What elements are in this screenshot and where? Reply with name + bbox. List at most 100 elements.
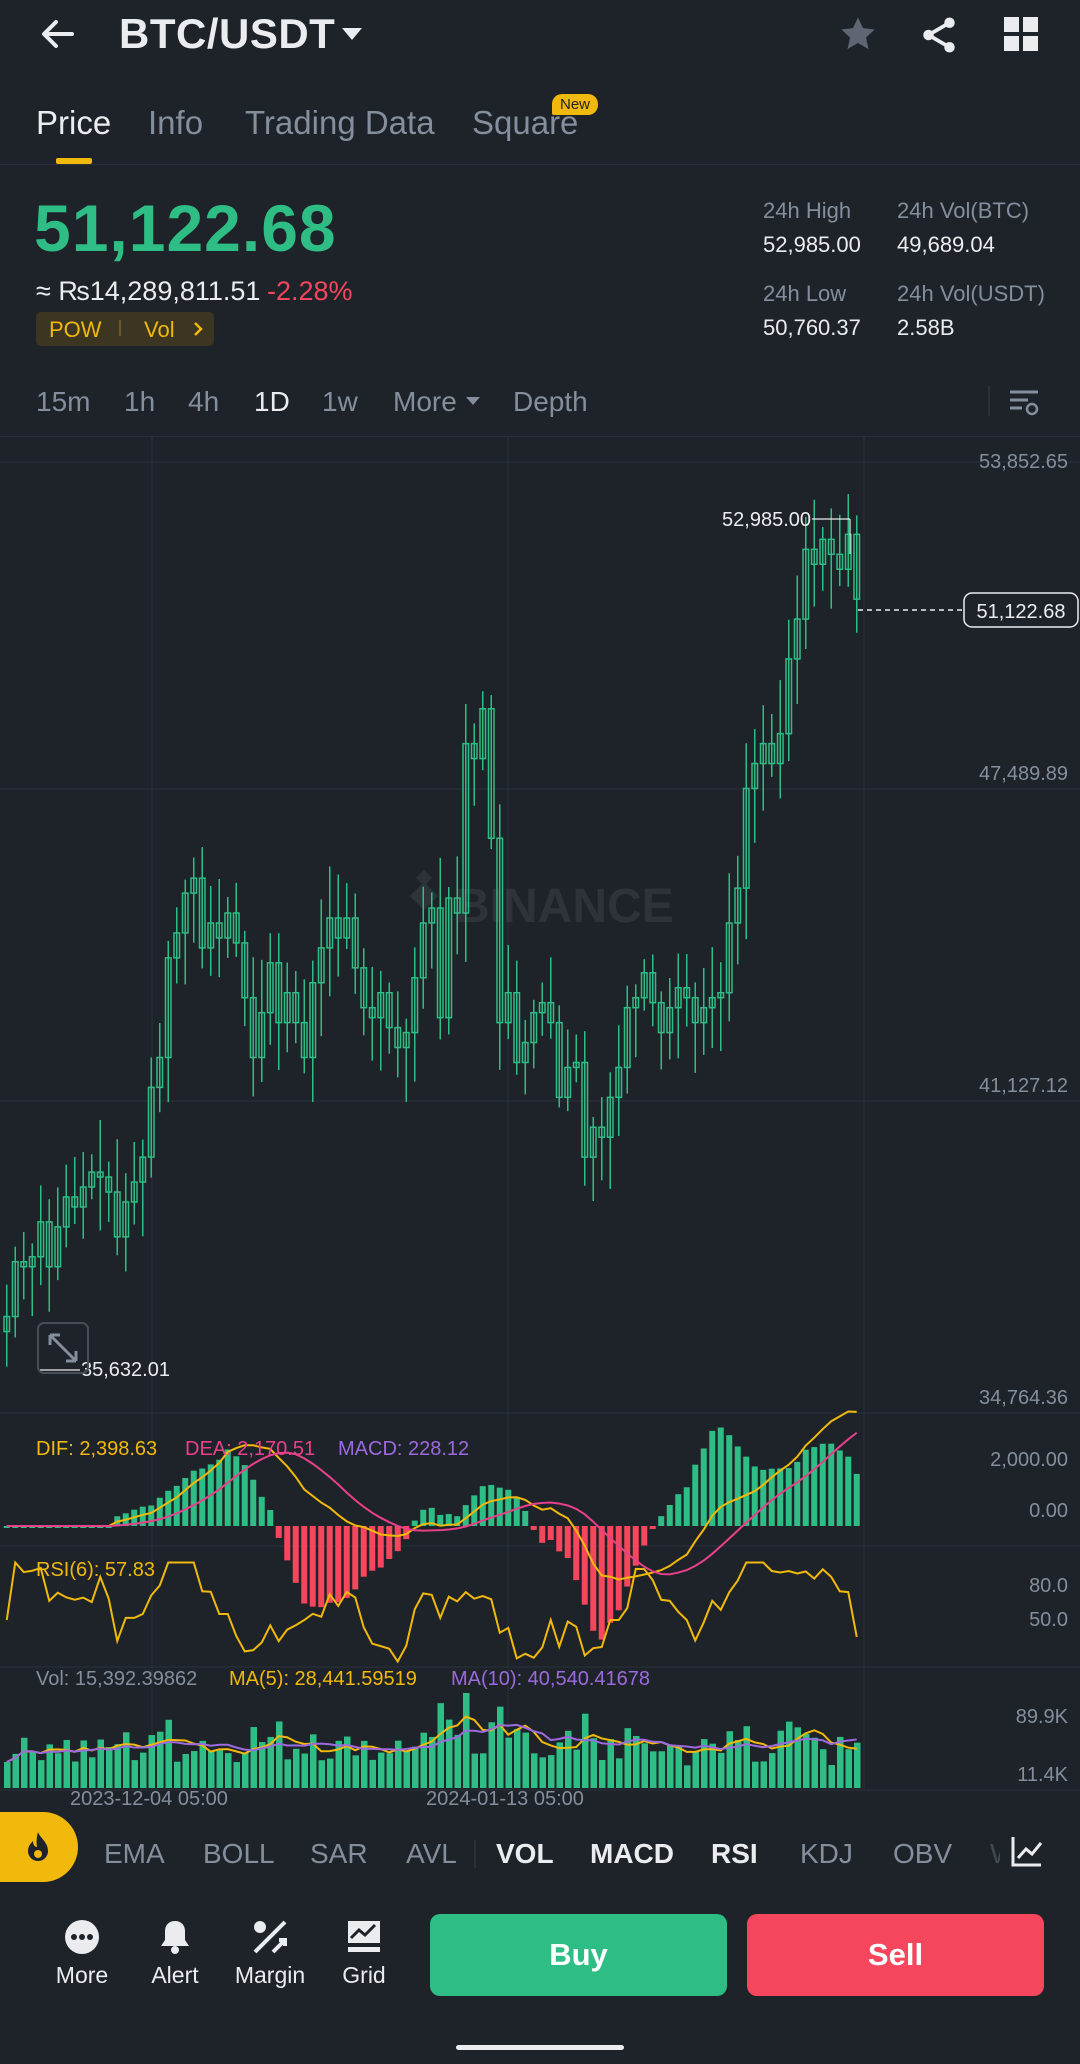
alert-tool[interactable]: Alert xyxy=(130,1918,220,1989)
candle xyxy=(810,548,818,566)
candle xyxy=(623,1006,631,1069)
interval-4h[interactable]: 4h xyxy=(188,386,220,417)
grid-tool[interactable]: Grid xyxy=(319,1918,409,1989)
indicator-ema[interactable]: EMA xyxy=(104,1838,165,1869)
macd-bar xyxy=(445,1514,452,1526)
indicator-obv[interactable]: OBV xyxy=(893,1838,953,1869)
vol-scale-label: 89.9K xyxy=(1015,1706,1068,1728)
volume-bar xyxy=(607,1739,614,1788)
macd-bar xyxy=(411,1520,418,1526)
y-axis-label: 34,764.36 xyxy=(979,1387,1068,1409)
macd-bar xyxy=(658,1516,665,1526)
candle xyxy=(725,922,733,994)
candle xyxy=(470,742,478,760)
candle xyxy=(479,707,487,760)
candle xyxy=(504,991,512,1024)
pair-title[interactable]: BTC/USDT xyxy=(119,10,336,57)
candle xyxy=(20,1261,28,1268)
indicator-macd[interactable]: MACD xyxy=(590,1838,674,1869)
volume-bar xyxy=(565,1730,572,1788)
interval-depth[interactable]: Depth xyxy=(513,386,588,417)
active-tab-indicator xyxy=(56,158,92,164)
candle xyxy=(836,553,844,570)
interval-15m[interactable]: 15m xyxy=(36,386,91,417)
candle xyxy=(674,986,682,1009)
macd-bar xyxy=(802,1449,809,1526)
buy-button[interactable]: Buy xyxy=(430,1914,727,1996)
interval-1h[interactable]: 1h xyxy=(124,386,156,417)
interval-1d[interactable]: 1D xyxy=(254,386,290,417)
candle xyxy=(266,962,274,1014)
more-tool[interactable]: More xyxy=(37,1918,127,1989)
back-arrow-icon[interactable] xyxy=(38,14,78,54)
volume-bar xyxy=(488,1722,495,1788)
candle xyxy=(785,658,793,735)
macd-bar xyxy=(454,1516,461,1526)
max-price-marker: 52,985.00 xyxy=(722,509,811,531)
macd-bar xyxy=(369,1526,376,1571)
candlestick-chart[interactable]: BINANCE 51,122.68 52,985.00 35,632.01 xyxy=(0,437,1080,1812)
candle xyxy=(462,742,470,914)
candle xyxy=(708,996,716,1009)
volume-bar xyxy=(140,1752,147,1788)
indicator-kdj[interactable]: KDJ xyxy=(800,1838,853,1869)
share-icon[interactable] xyxy=(918,14,960,56)
tab-trading-data[interactable]: Trading Data xyxy=(245,104,435,141)
candle xyxy=(11,1261,19,1318)
interval-1w[interactable]: 1w xyxy=(322,386,358,417)
tab-price[interactable]: Price xyxy=(36,104,112,141)
vol-label: Vol: 15,392.39862 xyxy=(36,1668,198,1690)
margin-tool[interactable]: Margin xyxy=(225,1918,315,1989)
macd-bar xyxy=(394,1526,401,1552)
candle xyxy=(385,991,393,1029)
macd-bar xyxy=(267,1510,274,1526)
candle xyxy=(700,1006,708,1024)
stat-low-value: 50,760.37 xyxy=(763,315,861,340)
expand-icon[interactable] xyxy=(37,1322,89,1374)
macd-bar xyxy=(819,1443,826,1526)
macd-bar xyxy=(301,1526,308,1604)
indicator-sar[interactable]: SAR xyxy=(310,1838,368,1869)
chart-settings-icon[interactable] xyxy=(1008,386,1040,418)
volume-bar xyxy=(854,1742,861,1788)
volume-bar xyxy=(46,1744,53,1788)
macd-bar xyxy=(607,1526,614,1623)
candle xyxy=(717,991,725,999)
stat-high-value: 52,985.00 xyxy=(763,232,861,257)
hot-indicator-button[interactable] xyxy=(0,1812,78,1882)
volume-ma5-line xyxy=(6,1715,857,1763)
macd-bar xyxy=(777,1468,784,1526)
volume-bar xyxy=(437,1703,444,1788)
indicator-rsi[interactable]: RSI xyxy=(711,1838,758,1869)
macd-bar xyxy=(734,1446,741,1526)
interval-more[interactable]: More xyxy=(393,386,457,417)
divider xyxy=(474,1840,476,1868)
candle xyxy=(275,962,283,1024)
indicator-avl[interactable]: AVL xyxy=(406,1838,457,1869)
indicator-chart-icon xyxy=(1011,1837,1043,1867)
macd-dif-line xyxy=(6,1410,857,1581)
macd-bar xyxy=(224,1449,231,1526)
tool-label: Margin xyxy=(234,1962,306,1988)
volume-bar xyxy=(811,1737,818,1788)
volume-bar xyxy=(148,1735,155,1788)
tags-chip[interactable]: POW Vol xyxy=(36,312,214,346)
volume-bar xyxy=(361,1740,368,1788)
indicator-vol[interactable]: VOL xyxy=(496,1838,554,1869)
volume-bar xyxy=(684,1765,691,1788)
macd-bar xyxy=(403,1526,410,1540)
tab-info[interactable]: Info xyxy=(148,104,204,141)
candle xyxy=(496,837,504,1024)
divider xyxy=(988,386,990,416)
candle xyxy=(28,1256,36,1268)
rsi-scale-label: 80.0 xyxy=(1029,1575,1068,1597)
volume-bar xyxy=(803,1733,810,1788)
volume-bar xyxy=(463,1693,470,1788)
sell-button[interactable]: Sell xyxy=(747,1914,1044,1996)
star-icon[interactable] xyxy=(838,14,878,54)
indicator-settings-button[interactable] xyxy=(1000,1812,1080,1892)
dropdown-caret-icon[interactable] xyxy=(340,26,364,42)
indicator-boll[interactable]: BOLL xyxy=(203,1838,275,1869)
grid-layout-icon[interactable] xyxy=(1003,16,1039,52)
candle xyxy=(62,1196,70,1228)
